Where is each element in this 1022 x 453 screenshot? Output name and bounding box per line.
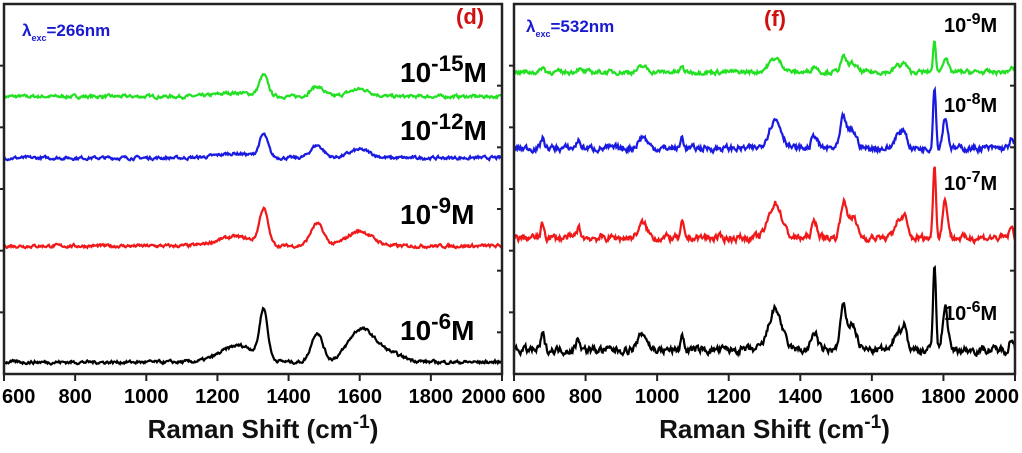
series-label-10-9M: 10-9M	[944, 11, 997, 37]
series-label-10-8M: 10-8M	[944, 91, 997, 117]
plot-frame	[512, 2, 1017, 376]
x-tick-label: 800	[569, 386, 602, 408]
panel-label: (f)	[764, 6, 786, 31]
spectrum-line-10-6M	[4, 306, 502, 366]
series-label-10-12M: 10-12M	[400, 109, 487, 146]
x-tick-label: 1000	[124, 386, 169, 408]
x-tick-label: 600	[2, 386, 35, 408]
spectrum-line-10-6M	[514, 264, 1015, 358]
x-axis-title: Raman Shift (cm-1)	[659, 412, 890, 444]
x-tick-label: 1600	[337, 386, 382, 408]
x-tick-label: 1400	[778, 386, 823, 408]
series-label-10-6M: 10-6M	[944, 299, 997, 325]
spectrum-line-10-7M	[514, 166, 1015, 246]
x-tick-label: 2000	[975, 386, 1020, 408]
spectrum-line-10-9M	[514, 40, 1015, 78]
x-tick-label: 2000	[462, 386, 507, 408]
series-label-10-9M: 10-9M	[400, 193, 474, 230]
panel-d: 10-15M 10-12M 10-9M 10-6M 600 800 1000 1200 1400…	[0, 2, 507, 444]
spectrum-line-10-15M	[4, 72, 502, 101]
x-tick-label: 1200	[195, 386, 240, 408]
x-tick-label: 1200	[706, 386, 751, 408]
x-tick-label: 1400	[266, 386, 311, 408]
x-tick-label: 1000	[635, 386, 680, 408]
x-tick-label: 1800	[409, 386, 454, 408]
x-tick-label: 1600	[850, 386, 895, 408]
panel-f: 10-9M 10-8M 10-7M 10-6M 600 800 1000 1200 1400 16…	[509, 2, 1020, 444]
series-label-10-7M: 10-7M	[944, 169, 997, 195]
x-tick-label: 600	[512, 386, 545, 408]
x-tick-label: 800	[58, 386, 91, 408]
panel-label: (d)	[456, 4, 484, 29]
spectrum-line-10-9M	[4, 206, 502, 250]
excitation-wavelength-label: λexc=532nm	[526, 17, 614, 39]
spectrum-line-10-12M	[4, 132, 502, 162]
spectrum-line-10-8M	[514, 85, 1015, 156]
series-label-10-6M: 10-6M	[400, 309, 474, 346]
excitation-wavelength-label: λexc=266nm	[22, 21, 110, 43]
x-axis-title: Raman Shift (cm-1)	[148, 412, 379, 444]
series-label-10-15M: 10-15M	[400, 51, 487, 88]
x-tick-label: 1800	[921, 386, 966, 408]
